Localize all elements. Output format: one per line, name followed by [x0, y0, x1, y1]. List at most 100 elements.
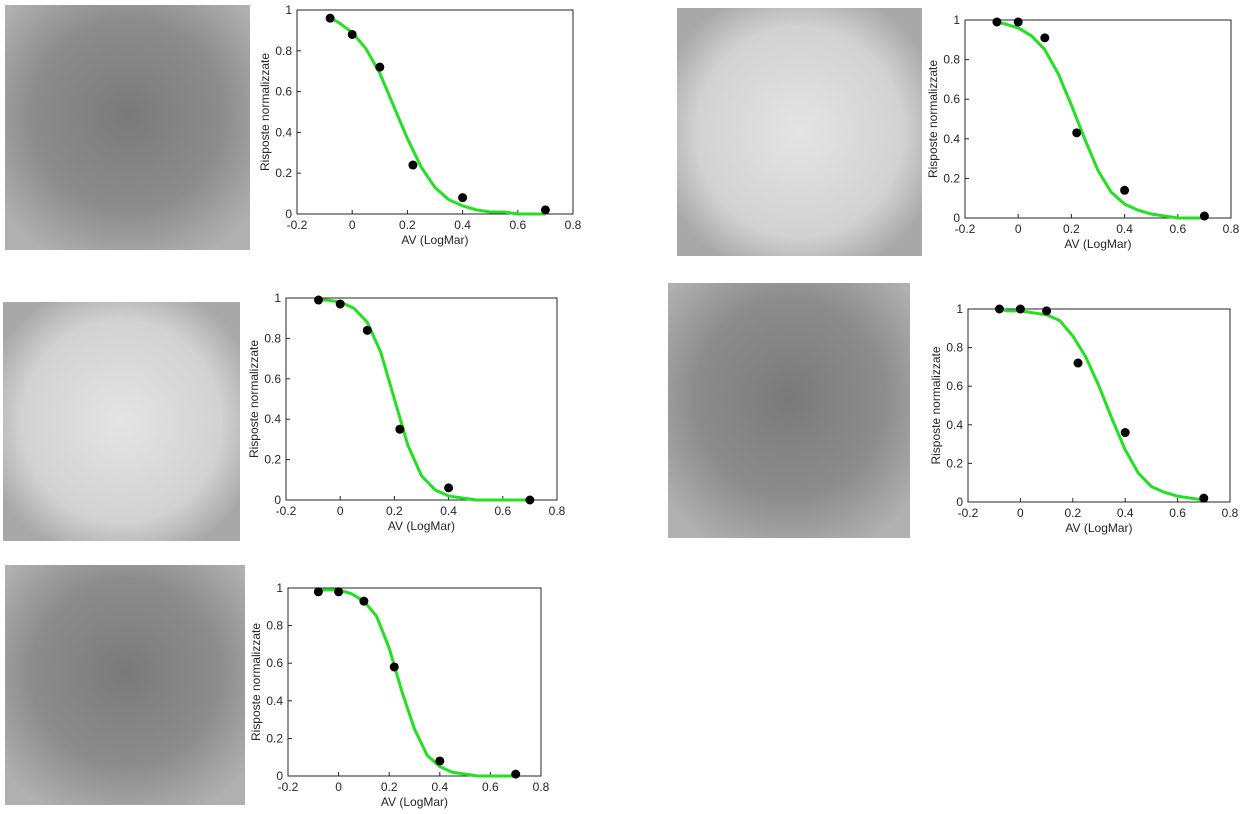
x-axis-label: AV (LogMar) [401, 233, 468, 247]
y-axis-label: Risposte normalizzate [926, 60, 940, 178]
data-point [1016, 305, 1025, 314]
fit-curve [997, 22, 1204, 218]
y-tick-label: 1 [285, 3, 292, 17]
y-tick-label: 0 [956, 495, 963, 509]
data-point [511, 770, 520, 779]
data-point [314, 296, 323, 305]
x-tick-label: 0.4 [431, 780, 448, 794]
data-point [525, 496, 534, 505]
y-tick-label: 0.8 [266, 619, 283, 633]
data-point [390, 662, 399, 671]
x-axis-label: AV (LogMar) [388, 519, 455, 533]
data-point [1200, 212, 1209, 221]
y-tick-label: 0.8 [275, 44, 292, 58]
y-tick-label: 0.2 [275, 166, 292, 180]
x-tick-label: 0.8 [533, 780, 550, 794]
axes-box [965, 20, 1231, 218]
x-tick-label: 0 [349, 218, 356, 232]
y-axis-label: Risposte normalizzate [249, 623, 263, 741]
x-tick-label: 0.6 [509, 218, 526, 232]
y-tick-label: 0.8 [946, 341, 963, 355]
data-point [992, 17, 1001, 26]
data-point [1040, 33, 1049, 42]
data-point [995, 305, 1004, 314]
y-tick-label: 0.6 [264, 372, 281, 386]
axes-box [288, 588, 541, 776]
axes-box [286, 298, 557, 500]
photo [5, 5, 250, 250]
x-tick-label: 0.2 [386, 504, 403, 518]
data-point [314, 587, 323, 596]
x-tick-label: 0.2 [1063, 222, 1080, 236]
figure: -0.200.20.40.60.800.20.40.60.81AV (LogMa… [0, 0, 1246, 814]
data-point [1199, 494, 1208, 503]
data-point [541, 205, 550, 214]
y-tick-label: 1 [953, 13, 960, 27]
x-tick-label: 0.6 [494, 504, 511, 518]
x-tick-label: 0.6 [1169, 222, 1186, 236]
y-axis-label: Risposte normalizzate [247, 340, 261, 458]
data-point [1120, 186, 1129, 195]
y-tick-label: 0.2 [264, 453, 281, 467]
x-tick-label: 0 [1017, 506, 1024, 520]
data-point [375, 63, 384, 72]
y-tick-label: 0.4 [943, 132, 960, 146]
photo [668, 283, 910, 538]
data-point [363, 326, 372, 335]
x-axis-label: AV (LogMar) [1064, 237, 1131, 251]
fit-curve [330, 18, 545, 214]
y-tick-label: 0.8 [943, 53, 960, 67]
data-point [336, 300, 345, 309]
y-axis-label: Risposte normalizzate [258, 53, 272, 171]
x-tick-label: 0 [337, 504, 344, 518]
x-tick-label: 0.4 [1117, 506, 1134, 520]
x-tick-label: 0.4 [1116, 222, 1133, 236]
y-tick-label: 0 [276, 769, 283, 783]
data-point [1042, 306, 1051, 315]
data-point [435, 756, 444, 765]
y-tick-label: 0.6 [266, 656, 283, 670]
x-tick-label: 0.2 [1064, 506, 1081, 520]
x-tick-label: 0.8 [565, 218, 582, 232]
x-tick-label: 0.4 [440, 504, 457, 518]
y-tick-label: 0 [953, 211, 960, 225]
y-tick-label: 0.8 [264, 331, 281, 345]
data-point [395, 425, 404, 434]
y-tick-label: 0 [285, 207, 292, 221]
data-point [1121, 428, 1130, 437]
data-point [359, 597, 368, 606]
y-tick-label: 0.4 [266, 694, 283, 708]
x-tick-label: 0.6 [482, 780, 499, 794]
page: {"chart_data": [ {"type": "scatter", "x_… [0, 0, 1246, 814]
x-axis-label: AV (LogMar) [1065, 521, 1132, 535]
y-tick-label: 0 [274, 493, 281, 507]
axes-box [968, 309, 1230, 502]
data-point [326, 14, 335, 23]
x-tick-label: 0.2 [381, 780, 398, 794]
x-tick-label: 0.8 [1222, 506, 1239, 520]
y-tick-label: 0.6 [275, 85, 292, 99]
data-point [334, 587, 343, 596]
x-tick-label: 0.8 [1223, 222, 1240, 236]
x-tick-label: 0.6 [1169, 506, 1186, 520]
x-tick-label: 0 [335, 780, 342, 794]
y-tick-label: 0.2 [946, 456, 963, 470]
fit-curve [999, 309, 1203, 500]
photo [5, 565, 245, 805]
y-tick-label: 0.6 [943, 92, 960, 106]
y-tick-label: 0.4 [946, 418, 963, 432]
x-tick-label: 0.4 [454, 218, 471, 232]
data-point [348, 30, 357, 39]
x-tick-label: 0.2 [399, 218, 416, 232]
axes-box [297, 10, 573, 214]
x-tick-label: 0 [1015, 222, 1022, 236]
fit-curve [318, 590, 515, 776]
data-point [1014, 17, 1023, 26]
x-axis-label: AV (LogMar) [381, 795, 448, 809]
data-point [458, 193, 467, 202]
photo [677, 8, 922, 256]
photo [3, 302, 240, 541]
data-point [1072, 128, 1081, 137]
y-axis-label: Risposte normalizzate [929, 346, 943, 464]
data-point [1074, 359, 1083, 368]
